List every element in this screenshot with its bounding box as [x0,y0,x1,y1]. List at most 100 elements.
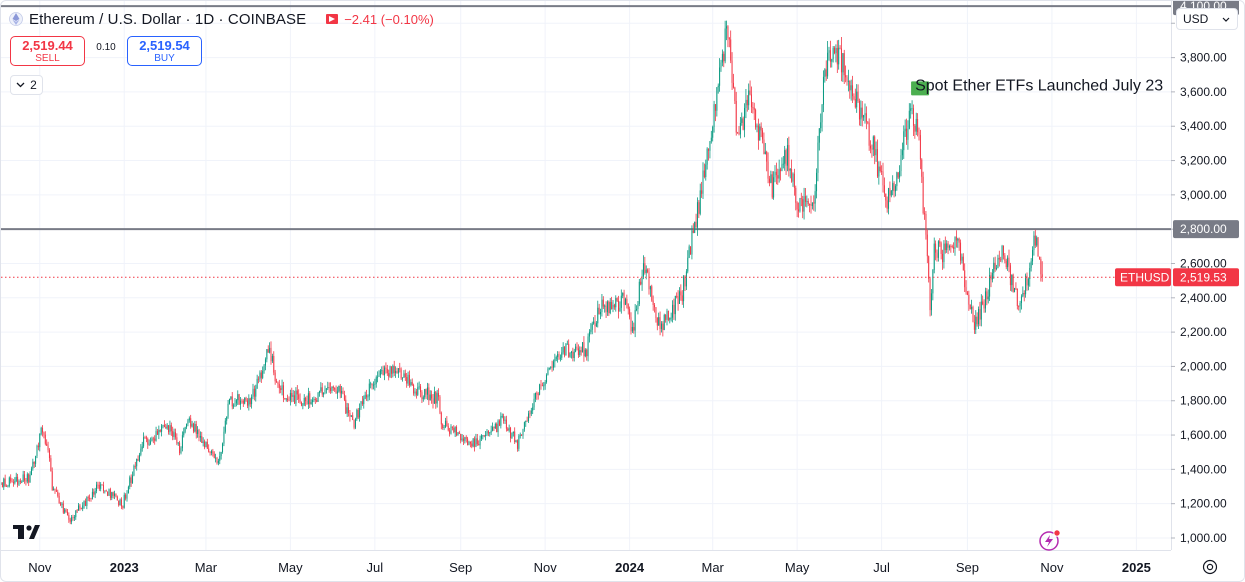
tradingview-logo-icon[interactable] [13,523,45,541]
candle-body [40,427,42,434]
candle-body [857,91,859,101]
candle-body [766,151,768,162]
candle-body [367,396,369,398]
time-tick-label: Sep [449,560,472,575]
candle-body [12,481,14,484]
candle-body [547,368,549,375]
candle-body [899,171,901,178]
candle-body [436,393,438,404]
horizontal-lines[interactable] [1,5,1171,231]
candle-body [648,272,650,290]
candle-body [209,451,211,453]
candle-body [882,171,884,186]
candle-body [26,474,28,482]
candle-body [107,491,109,496]
candle-body [137,458,139,461]
candle-body [883,185,885,194]
candle-body [1037,237,1039,257]
candle-body [3,478,5,488]
candle-body [629,309,631,318]
candle-body [487,431,489,434]
candle-body [962,256,964,271]
time-tick-label: May [785,560,810,575]
candle-body [1029,268,1031,280]
candle-body [111,492,113,498]
bolt-icon[interactable] [1039,529,1061,551]
candle-body [756,125,758,128]
candle-body [10,477,12,482]
candle-body [204,441,206,448]
candle-body [404,373,406,378]
indicators-toggle-button[interactable]: 2 [10,75,43,95]
candle-body [390,366,392,374]
candle-body [191,423,193,427]
candle-body [680,291,682,296]
candle-body [393,365,395,374]
candle-body [1040,259,1042,275]
candle-body [836,48,838,65]
price-tick-label: 1,000.00 [1180,531,1227,545]
candle-body [727,26,729,39]
candle-body [280,388,282,390]
candle-body [942,253,944,263]
gear-icon[interactable] [1201,558,1219,576]
candle-body [432,398,434,404]
candle-body [181,435,183,449]
symbol-title[interactable]: Ethereum / U.S. Dollar · 1D · COINBASE [29,10,307,28]
time-tick-label: 2024 [615,560,645,575]
candle-body [903,131,905,151]
candle-body [143,437,145,447]
candle-body [408,374,410,386]
candle-body [71,517,73,522]
currency-selector[interactable]: USD [1176,8,1238,30]
price-tick-label: 2,400.00 [1180,291,1227,305]
candle-body [687,257,689,272]
candle-body [701,190,703,194]
candle-body [454,426,456,433]
candle-body [156,431,158,435]
candle-body [305,397,307,402]
buy-button[interactable]: 2,519.54 BUY [127,36,202,66]
price-axis[interactable]: 1,000.00 1,200.00 1,400.00 1,600.00 1,800.00… [1115,1,1244,581]
candle-body [451,426,453,428]
candle-body [316,400,318,402]
candle-body [1,482,2,484]
candle-body [18,480,20,485]
candle-body [975,316,977,330]
time-tick-label: Sep [956,560,979,575]
chart-header: Ethereum / U.S. Dollar · 1D · COINBASE −… [9,8,434,30]
candle-body [929,278,931,311]
candle-body [212,451,214,454]
sell-button[interactable]: 2,519.44 SELL [10,36,85,66]
last-price-tag-label: 2,519.53 [1180,270,1227,284]
candle-body [17,476,19,485]
candle-body [1036,237,1038,246]
candle-body [762,130,764,140]
candle-body [174,432,176,438]
time-axis[interactable]: Nov 2023 Mar May Jul Sep Nov 2024 Mar May Jul Sep No… [1,550,1171,576]
candle-body [415,391,417,395]
candle-body [868,122,870,146]
candle-body [295,390,297,404]
candle-body [368,383,370,397]
candle-body [482,435,484,437]
candle-body [872,136,874,150]
candle-body [778,169,780,179]
candle-body [396,371,398,374]
candle-body [662,323,664,330]
candle-body [785,150,787,166]
candle-body [924,213,926,215]
candle-body [539,384,541,395]
candle-body [320,387,322,392]
candle-body [692,230,694,233]
candle-body [490,430,492,433]
candle-body [550,366,552,368]
candle-body [930,293,932,311]
candle-body [260,372,262,378]
candle-body [76,510,78,512]
candle-body [990,275,992,280]
candle-body [413,384,415,394]
candle-body [955,236,957,241]
candle-body [91,491,93,499]
